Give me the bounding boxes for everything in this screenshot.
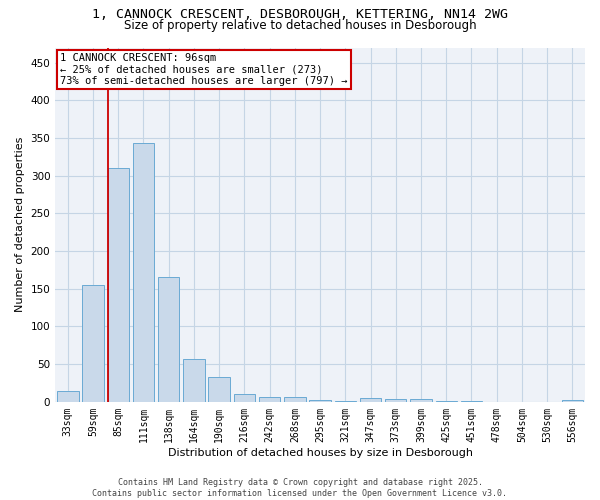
Bar <box>259 396 280 402</box>
Bar <box>360 398 381 402</box>
Y-axis label: Number of detached properties: Number of detached properties <box>15 137 25 312</box>
Bar <box>562 400 583 402</box>
Text: Size of property relative to detached houses in Desborough: Size of property relative to detached ho… <box>124 18 476 32</box>
Bar <box>183 359 205 402</box>
Bar <box>133 143 154 402</box>
Bar <box>410 399 432 402</box>
Bar <box>385 399 406 402</box>
Bar <box>310 400 331 402</box>
Bar <box>208 377 230 402</box>
Bar <box>436 401 457 402</box>
Text: 1 CANNOCK CRESCENT: 96sqm
← 25% of detached houses are smaller (273)
73% of semi: 1 CANNOCK CRESCENT: 96sqm ← 25% of detac… <box>61 53 348 86</box>
Bar <box>107 168 129 402</box>
Bar <box>57 390 79 402</box>
Text: Contains HM Land Registry data © Crown copyright and database right 2025.
Contai: Contains HM Land Registry data © Crown c… <box>92 478 508 498</box>
X-axis label: Distribution of detached houses by size in Desborough: Distribution of detached houses by size … <box>167 448 473 458</box>
Bar <box>158 278 179 402</box>
Bar <box>82 285 104 402</box>
Bar <box>233 394 255 402</box>
Text: 1, CANNOCK CRESCENT, DESBOROUGH, KETTERING, NN14 2WG: 1, CANNOCK CRESCENT, DESBOROUGH, KETTERI… <box>92 8 508 20</box>
Bar <box>461 401 482 402</box>
Bar <box>335 401 356 402</box>
Bar <box>284 398 305 402</box>
